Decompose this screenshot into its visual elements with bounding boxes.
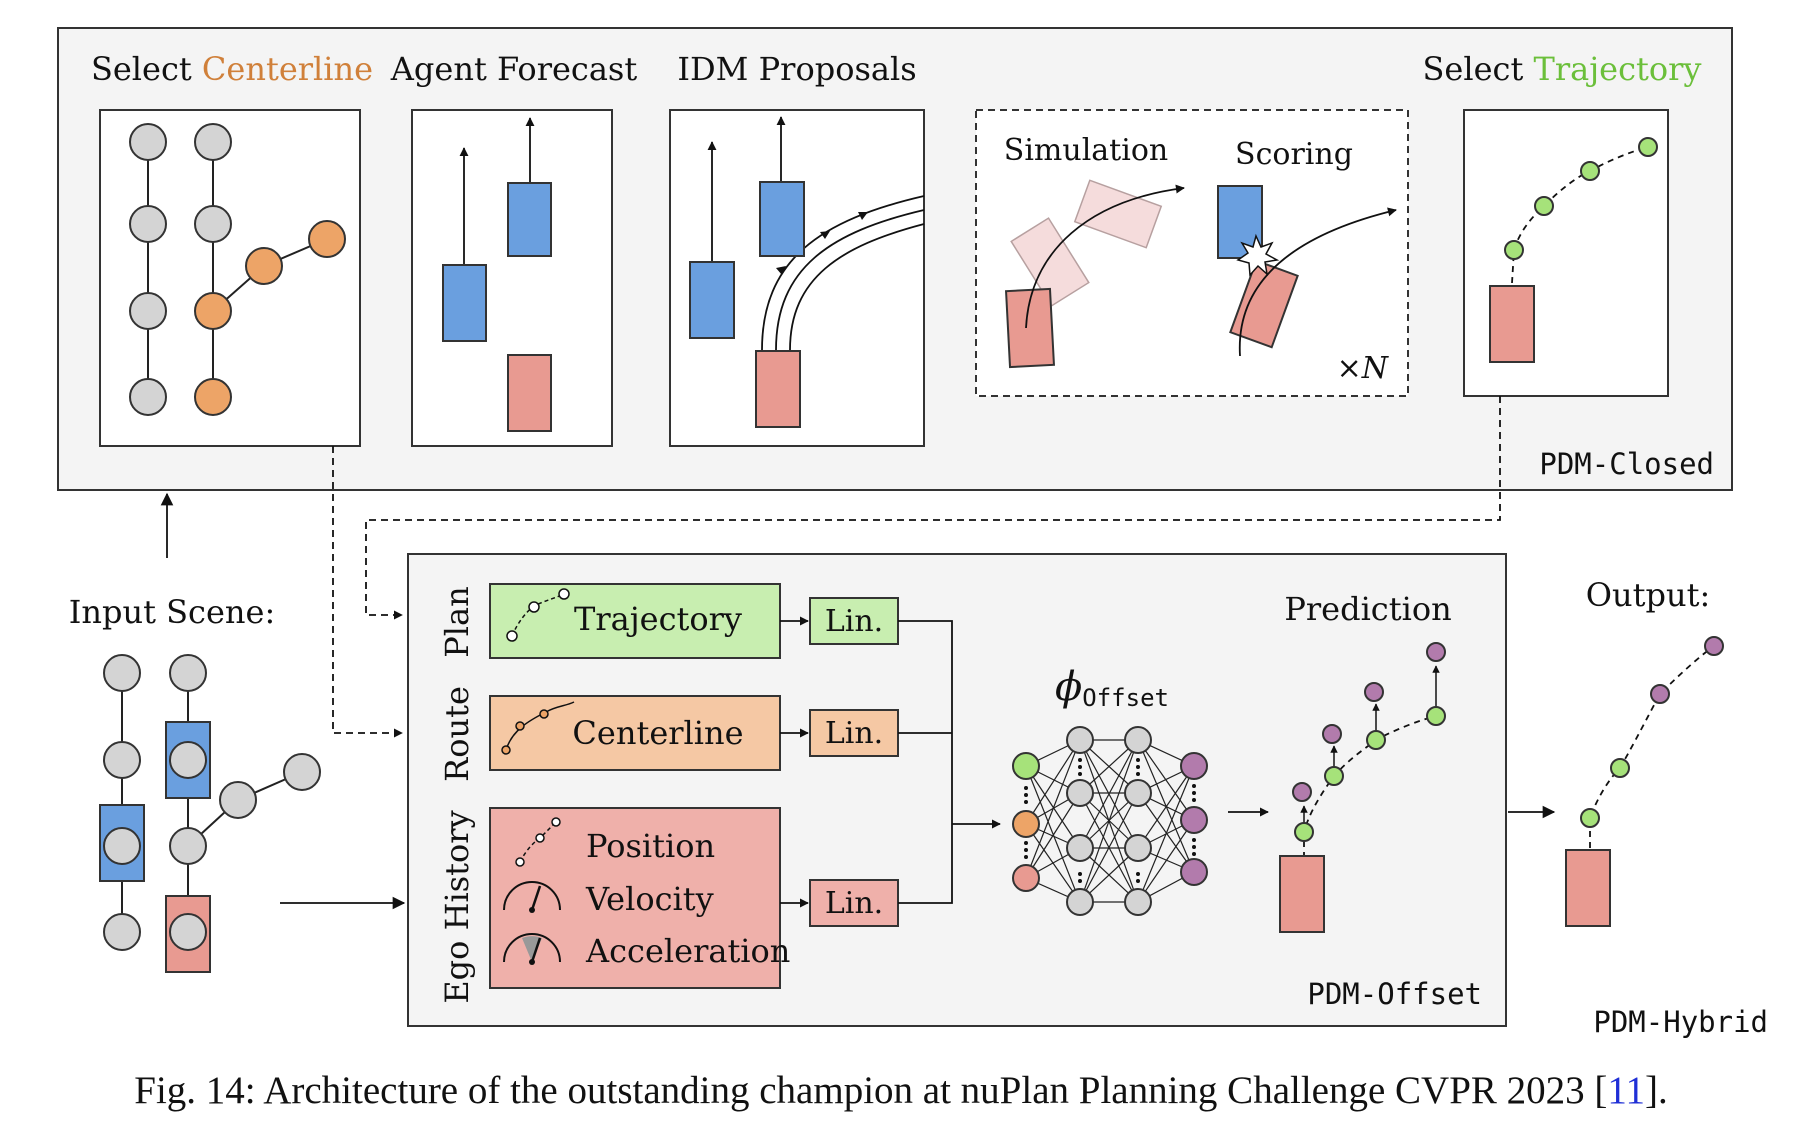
prediction-plot	[1279, 642, 1446, 933]
ego-history-side-label: Ego History	[438, 810, 476, 1003]
idm-proposals-box	[669, 109, 925, 447]
output-title: Output:	[1586, 576, 1710, 614]
route-side-label: Route	[438, 686, 476, 782]
select-centerline-title: Select Centerline	[91, 50, 373, 88]
simulation-scoring-box: Simulation Scoring ×N	[975, 109, 1409, 397]
plan-side-label: Plan	[438, 586, 476, 657]
pdm-hybrid-label: PDM-Hybrid	[1593, 1005, 1768, 1039]
centerline-highlight: Centerline	[202, 50, 373, 88]
acceleration-gauge-icon	[503, 933, 561, 965]
ego-linear-label: Lin.	[825, 886, 883, 921]
idm-proposals-title: IDM Proposals	[677, 50, 916, 88]
select-centerline-box	[99, 109, 361, 447]
position-label: Position	[586, 827, 715, 865]
figure-caption: Fig. 14: Architecture of the outstanding…	[0, 1068, 1802, 1113]
centerline-input-label: Centerline	[572, 714, 743, 752]
pdm-offset-label: PDM-Offset	[1307, 977, 1482, 1011]
pdm-offset-panel: PDM-Offset Plan Route Ego History Trajec…	[407, 553, 1507, 1027]
input-scene	[99, 654, 321, 973]
plan-linear-layer: Lin.	[809, 597, 899, 645]
plan-linear-label: Lin.	[825, 604, 883, 639]
velocity-label: Velocity	[585, 880, 714, 918]
ego-linear-layer: Lin.	[809, 879, 899, 927]
acceleration-label: Acceleration	[585, 932, 790, 970]
offset-mlp-network	[1012, 726, 1208, 916]
select-trajectory-title: Select Trajectory	[1423, 50, 1702, 88]
pdm-closed-label: PDM-Closed	[1539, 447, 1714, 481]
pdm-closed-panel: PDM-Closed Select Centerline	[57, 27, 1733, 491]
times-n-label: ×N	[1337, 351, 1390, 386]
velocity-gauge-icon	[503, 881, 561, 913]
caption-end: ].	[1644, 1069, 1668, 1112]
scoring-title: Scoring	[1235, 137, 1353, 172]
route-linear-layer: Lin.	[809, 709, 899, 757]
select-trajectory-box	[1463, 109, 1669, 397]
prediction-title: Prediction	[1284, 590, 1451, 628]
trajectory-input-label: Trajectory	[574, 600, 742, 638]
simulation-title: Simulation	[1004, 133, 1168, 168]
caption-reference-link[interactable]: 11	[1607, 1069, 1645, 1112]
trajectory-highlight: Trajectory	[1533, 50, 1701, 88]
phi-offset-label: ϕOffset	[1055, 664, 1169, 712]
collision-icon	[1236, 233, 1280, 277]
route-linear-label: Lin.	[825, 716, 883, 751]
agent-forecast-title: Agent Forecast	[390, 50, 638, 88]
input-scene-title: Input Scene:	[69, 593, 275, 631]
route-centerline-input: Centerline	[489, 695, 781, 771]
ego-history-input: Position Velocity Acceleration	[489, 807, 790, 989]
output-plot	[1565, 636, 1724, 927]
plan-trajectory-input: Trajectory	[489, 583, 781, 659]
agent-forecast-box	[411, 109, 613, 447]
caption-text: Fig. 14: Architecture of the outstanding…	[134, 1069, 1608, 1112]
